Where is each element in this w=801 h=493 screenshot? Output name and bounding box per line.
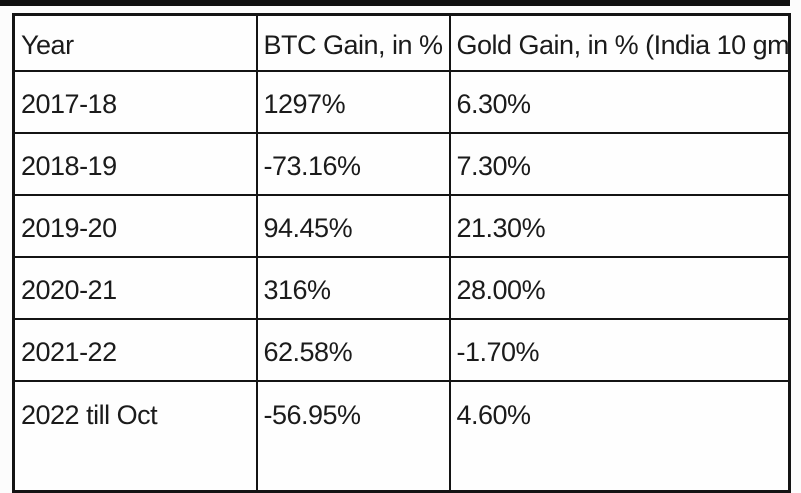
table-cell-btc: 316% xyxy=(255,256,451,320)
table-row: 2020-21 316% 28.00% xyxy=(12,256,791,320)
header-cell-btc-gain: BTC Gain, in % xyxy=(255,13,451,72)
table-cell-year: 2020-21 xyxy=(12,256,258,320)
table-cell-year: 2017-18 xyxy=(12,70,258,134)
table-cell-btc: 94.45% xyxy=(255,194,451,258)
header-cell-gold-gain: Gold Gain, in % (India 10 gm xyxy=(448,13,791,72)
table-cell-btc: 62.58% xyxy=(255,318,451,382)
header-cell-year: Year xyxy=(12,13,258,72)
table-cell-btc: -56.95% xyxy=(255,380,451,493)
table-row: 2021-22 62.58% -1.70% xyxy=(12,318,791,382)
table-cell-year: 2021-22 xyxy=(12,318,258,382)
table-row: 2019-20 94.45% 21.30% xyxy=(12,194,791,258)
table-cell-btc: 1297% xyxy=(255,70,451,134)
table-cell-btc: -73.16% xyxy=(255,132,451,196)
top-border-bar xyxy=(0,0,790,6)
table-cell-gold: 6.30% xyxy=(448,70,791,134)
table-cell-year: 2019-20 xyxy=(12,194,258,258)
btc-gold-gains-table: Year BTC Gain, in % Gold Gain, in % (Ind… xyxy=(12,13,791,493)
table-cell-gold: 7.30% xyxy=(448,132,791,196)
table-cell-gold: 21.30% xyxy=(448,194,791,258)
table-cell-year: 2022 till Oct xyxy=(12,380,258,493)
table-row: 2018-19 -73.16% 7.30% xyxy=(12,132,791,196)
table-row: 2022 till Oct -56.95% 4.60% xyxy=(12,380,791,493)
table-cell-gold: 4.60% xyxy=(448,380,791,493)
table-cell-gold: -1.70% xyxy=(448,318,791,382)
table-header-row: Year BTC Gain, in % Gold Gain, in % (Ind… xyxy=(12,13,791,72)
table-row: 2017-18 1297% 6.30% xyxy=(12,70,791,134)
table-cell-year: 2018-19 xyxy=(12,132,258,196)
table-cell-gold: 28.00% xyxy=(448,256,791,320)
